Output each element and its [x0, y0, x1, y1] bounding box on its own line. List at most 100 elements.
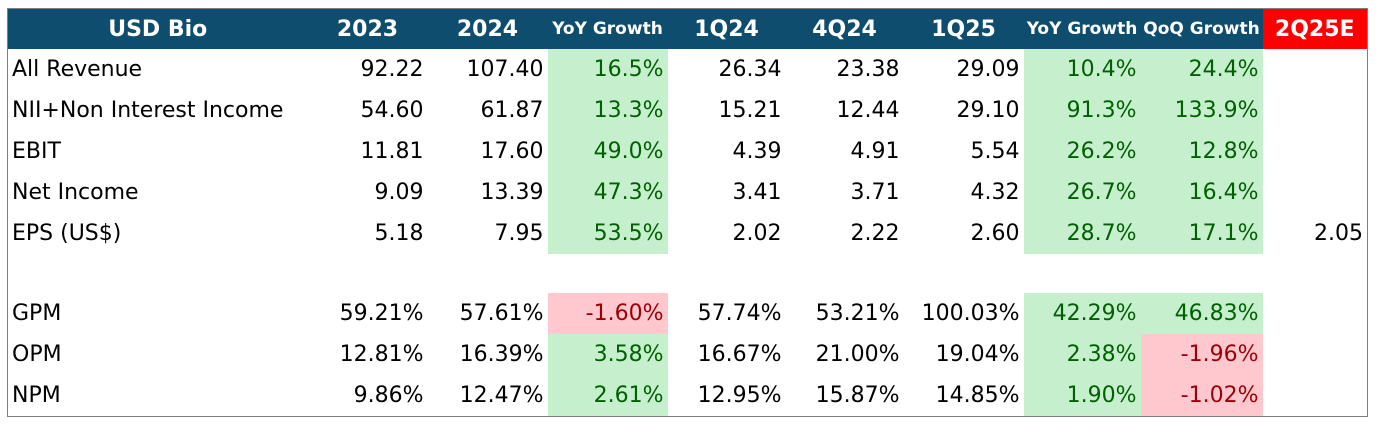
table-cell[interactable]: 26.7%: [1023, 172, 1141, 213]
table-cell[interactable]: 2.60: [970, 221, 1020, 246]
table-cell[interactable]: [1263, 90, 1368, 131]
table-cell[interactable]: 11.81: [360, 139, 424, 164]
table-cell[interactable]: 13.3%: [547, 90, 668, 131]
table-cell[interactable]: 107.40: [466, 57, 544, 82]
table-cell[interactable]: [786, 254, 904, 293]
table-cell[interactable]: 47.3%: [547, 172, 668, 213]
table-cell[interactable]: 92.22: [360, 57, 424, 82]
table-cell[interactable]: 3.58%: [547, 334, 668, 375]
table-cell[interactable]: 61.87: [480, 98, 544, 123]
header-cell-2q25e[interactable]: 2Q25E: [1262, 8, 1368, 49]
table-cell[interactable]: 59.21%: [339, 301, 424, 326]
table-cell[interactable]: 5.54: [970, 139, 1020, 164]
row-label[interactable]: EPS (US$): [12, 221, 122, 246]
table-cell[interactable]: 2.38%: [1023, 334, 1141, 375]
header-cell-yoy-annual[interactable]: YoY Growth: [547, 8, 668, 49]
header-cell-2024[interactable]: 2024: [427, 8, 548, 49]
table-cell[interactable]: [1263, 131, 1368, 172]
table-cell[interactable]: 16.67%: [697, 342, 782, 367]
table-cell[interactable]: 26.2%: [1023, 131, 1141, 172]
table-cell[interactable]: 15.21: [718, 98, 782, 123]
table-cell[interactable]: 23.38: [836, 57, 900, 82]
table-cell[interactable]: 14.85%: [935, 383, 1020, 408]
table-cell[interactable]: 2.02: [732, 221, 782, 246]
table-cell[interactable]: [1141, 254, 1263, 293]
table-cell[interactable]: -1.60%: [547, 293, 668, 334]
table-cell[interactable]: 91.3%: [1023, 90, 1141, 131]
table-cell[interactable]: 26.34: [718, 57, 782, 82]
table-cell[interactable]: 16.39%: [459, 342, 544, 367]
table-cell[interactable]: [1263, 293, 1368, 334]
table-cell[interactable]: 9.09: [374, 180, 424, 205]
header-cell-qoq[interactable]: QoQ Growth: [1140, 8, 1263, 49]
table-cell[interactable]: [1263, 172, 1368, 213]
table-cell[interactable]: 12.47%: [459, 383, 544, 408]
table-cell[interactable]: 3.71: [850, 180, 900, 205]
table-cell[interactable]: [1263, 254, 1368, 293]
table-cell[interactable]: 100.03%: [921, 301, 1020, 326]
table-cell[interactable]: 2.61%: [547, 375, 668, 417]
table-cell[interactable]: 10.4%: [1023, 49, 1141, 90]
table-cell[interactable]: 53.21%: [815, 301, 900, 326]
table-cell[interactable]: 5.18: [374, 221, 424, 246]
table-cell[interactable]: 17.1%: [1140, 213, 1263, 254]
row-label[interactable]: OPM: [12, 342, 62, 367]
table-cell[interactable]: 12.81%: [339, 342, 424, 367]
table-cell[interactable]: 133.9%: [1140, 90, 1263, 131]
table-cell[interactable]: 21.00%: [815, 342, 900, 367]
row-label[interactable]: NII+Non Interest Income: [12, 98, 284, 123]
table-cell[interactable]: 13.39: [480, 180, 544, 205]
table-cell[interactable]: [548, 254, 668, 293]
row-label[interactable]: GPM: [12, 301, 62, 326]
row-label[interactable]: All Revenue: [12, 57, 143, 82]
table-cell[interactable]: 12.44: [836, 98, 900, 123]
table-cell[interactable]: 49.0%: [547, 131, 668, 172]
table-cell[interactable]: 2.22: [850, 221, 900, 246]
table-cell[interactable]: 4.91: [850, 139, 900, 164]
table-cell[interactable]: 12.95%: [697, 383, 782, 408]
header-cell-1q24[interactable]: 1Q24: [667, 8, 786, 49]
table-cell[interactable]: [904, 254, 1024, 293]
header-cell-2023[interactable]: 2023: [307, 8, 428, 49]
header-cell-yoy-quarter[interactable]: YoY Growth: [1023, 8, 1141, 49]
table-cell[interactable]: 28.7%: [1023, 213, 1141, 254]
table-cell[interactable]: 3.41: [732, 180, 782, 205]
table-cell[interactable]: -1.02%: [1140, 375, 1263, 417]
table-cell[interactable]: 57.61%: [459, 301, 544, 326]
table-cell[interactable]: [1263, 375, 1368, 417]
table-cell[interactable]: [668, 254, 786, 293]
row-label[interactable]: Net Income: [12, 180, 139, 205]
table-cell[interactable]: 53.5%: [547, 213, 668, 254]
table-cell[interactable]: 2.05: [1314, 221, 1363, 246]
table-cell[interactable]: 29.10: [956, 98, 1020, 123]
table-cell[interactable]: [1024, 254, 1141, 293]
table-cell[interactable]: [308, 254, 428, 293]
table-cell[interactable]: 1.90%: [1023, 375, 1141, 417]
table-cell[interactable]: 16.5%: [547, 49, 668, 90]
table-cell[interactable]: 16.4%: [1140, 172, 1263, 213]
table-cell[interactable]: [1263, 334, 1368, 375]
row-label[interactable]: [8, 254, 308, 293]
header-cell-1q25[interactable]: 1Q25: [903, 8, 1024, 49]
row-label[interactable]: NPM: [12, 383, 61, 408]
table-cell[interactable]: 12.8%: [1140, 131, 1263, 172]
table-cell[interactable]: [1263, 49, 1368, 90]
table-cell[interactable]: 15.87%: [815, 383, 900, 408]
table-cell[interactable]: 4.32: [970, 180, 1020, 205]
table-cell[interactable]: 29.09: [956, 57, 1020, 82]
table-cell[interactable]: -1.96%: [1140, 334, 1263, 375]
table-cell[interactable]: 54.60: [360, 98, 424, 123]
table-cell[interactable]: 46.83%: [1140, 293, 1263, 334]
row-label[interactable]: EBIT: [12, 139, 61, 164]
table-cell[interactable]: 17.60: [480, 139, 544, 164]
table-cell[interactable]: [428, 254, 548, 293]
table-cell[interactable]: 19.04%: [935, 342, 1020, 367]
table-cell[interactable]: 9.86%: [353, 383, 424, 408]
header-cell-label[interactable]: USD Bio: [7, 8, 308, 49]
header-cell-4q24[interactable]: 4Q24: [785, 8, 904, 49]
table-cell[interactable]: 42.29%: [1023, 293, 1141, 334]
table-cell[interactable]: 7.95: [494, 221, 544, 246]
table-cell[interactable]: 24.4%: [1140, 49, 1263, 90]
table-cell[interactable]: 57.74%: [697, 301, 782, 326]
table-cell[interactable]: 4.39: [732, 139, 782, 164]
